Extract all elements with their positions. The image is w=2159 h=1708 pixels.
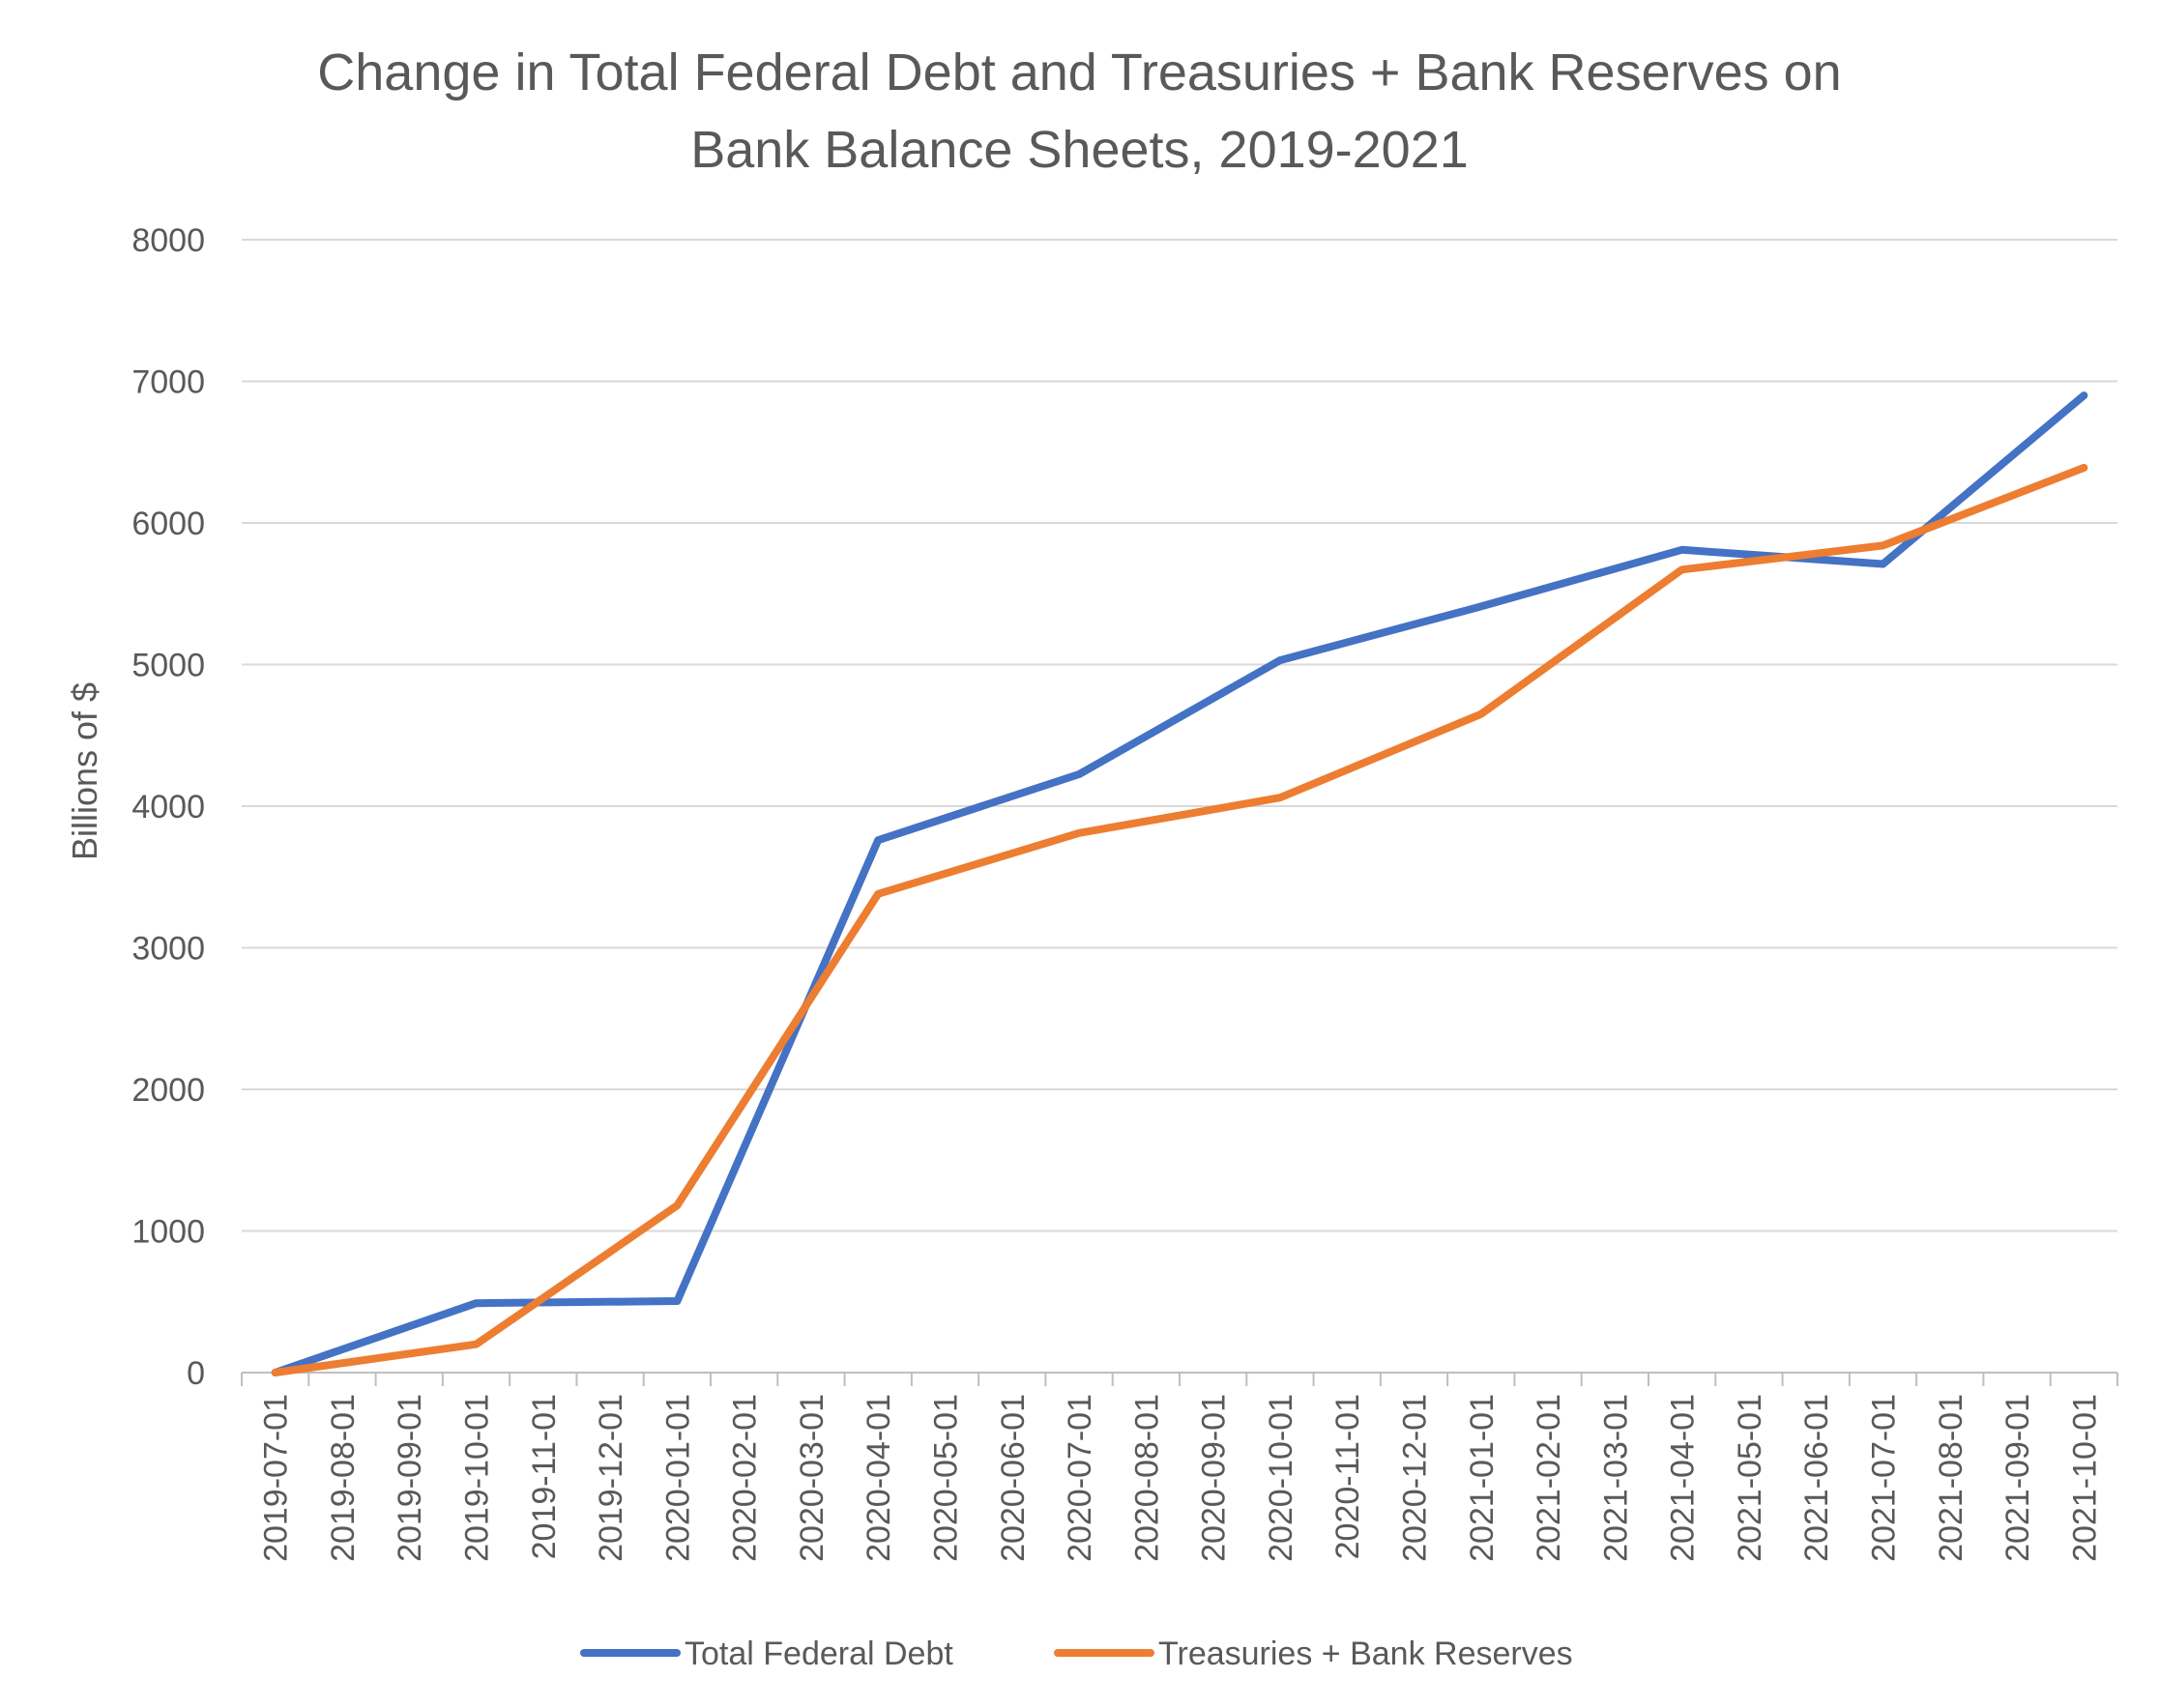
x-tick-label: 2020-05-01 [928,1394,965,1562]
gridlines [242,239,2117,1374]
x-tick-label: 2021-09-01 [1999,1394,2036,1562]
x-tick-label: 2020-01-01 [659,1394,696,1562]
x-tick-label: 2020-03-01 [794,1394,831,1562]
x-tick-label: 2020-10-01 [1263,1394,1299,1562]
x-tick-label: 2019-09-01 [392,1394,428,1562]
x-axis: 2019-07-01 2019-08-01 2019-09-01 2019-10-01… [241,1372,2118,1562]
x-tick-label: 2021-06-01 [1798,1394,1835,1562]
y-tick-label: 8000 [131,222,205,259]
x-tick-label: 2019-10-01 [459,1394,496,1562]
x-tick-label: 2020-02-01 [727,1394,764,1562]
y-tick-label: 1000 [131,1214,205,1251]
x-tick-label: 2021-03-01 [1597,1394,1634,1562]
x-tick-label: 2019-12-01 [593,1394,629,1562]
x-tick-label: 2019-07-01 [258,1394,295,1562]
x-tick-label: 2020-07-01 [1062,1394,1098,1562]
y-tick-label: 3000 [131,931,205,968]
series-lines [271,391,2088,1376]
y-tick-label: 0 [187,1355,205,1392]
chart-title-line-1: Change in Total Federal Debt and Treasur… [317,43,1842,101]
x-tick-label: 2020-11-01 [1329,1394,1366,1559]
legend: Total Federal Debt Treasuries + Bank Rese… [580,1636,1573,1672]
x-tick-label: 2021-04-01 [1665,1394,1702,1562]
series-line-0 [271,391,2088,1376]
x-tick-label: 2019-08-01 [325,1394,362,1562]
x-tick-label: 2021-05-01 [1732,1394,1768,1562]
x-tick-label: 2020-12-01 [1397,1394,1434,1562]
x-tick-label: 2021-02-01 [1531,1394,1567,1562]
y-axis-label: Billions of $ [65,682,104,860]
x-tick-label: 2019-11-01 [526,1394,563,1559]
y-tick-label: 7000 [131,364,205,401]
x-tick-label: 2021-10-01 [2066,1394,2103,1562]
y-tick-label: 6000 [131,506,205,542]
chart-title-line-2: Bank Balance Sheets, 2019-2021 [690,121,1469,179]
series-line-1 [271,463,2088,1376]
legend-label-0: Total Federal Debt [685,1636,953,1672]
y-tick-label: 4000 [131,789,205,825]
y-axis-ticks: 0 1000 2000 3000 4000 5000 6000 7000 8000 [131,222,205,1392]
y-tick-label: 2000 [131,1072,205,1109]
x-tick-label: 2020-08-01 [1128,1394,1165,1562]
x-tick-label: 2021-08-01 [1933,1394,1969,1562]
legend-label-1: Treasuries + Bank Reserves [1158,1636,1573,1672]
x-tick-label: 2020-06-01 [995,1394,1032,1562]
x-tick-label: 2020-09-01 [1196,1394,1233,1562]
x-tick-label: 2021-07-01 [1866,1394,1903,1562]
x-tick-label: 2021-01-01 [1464,1394,1501,1562]
y-tick-label: 5000 [131,648,205,684]
x-tick-label: 2020-04-01 [861,1394,897,1562]
